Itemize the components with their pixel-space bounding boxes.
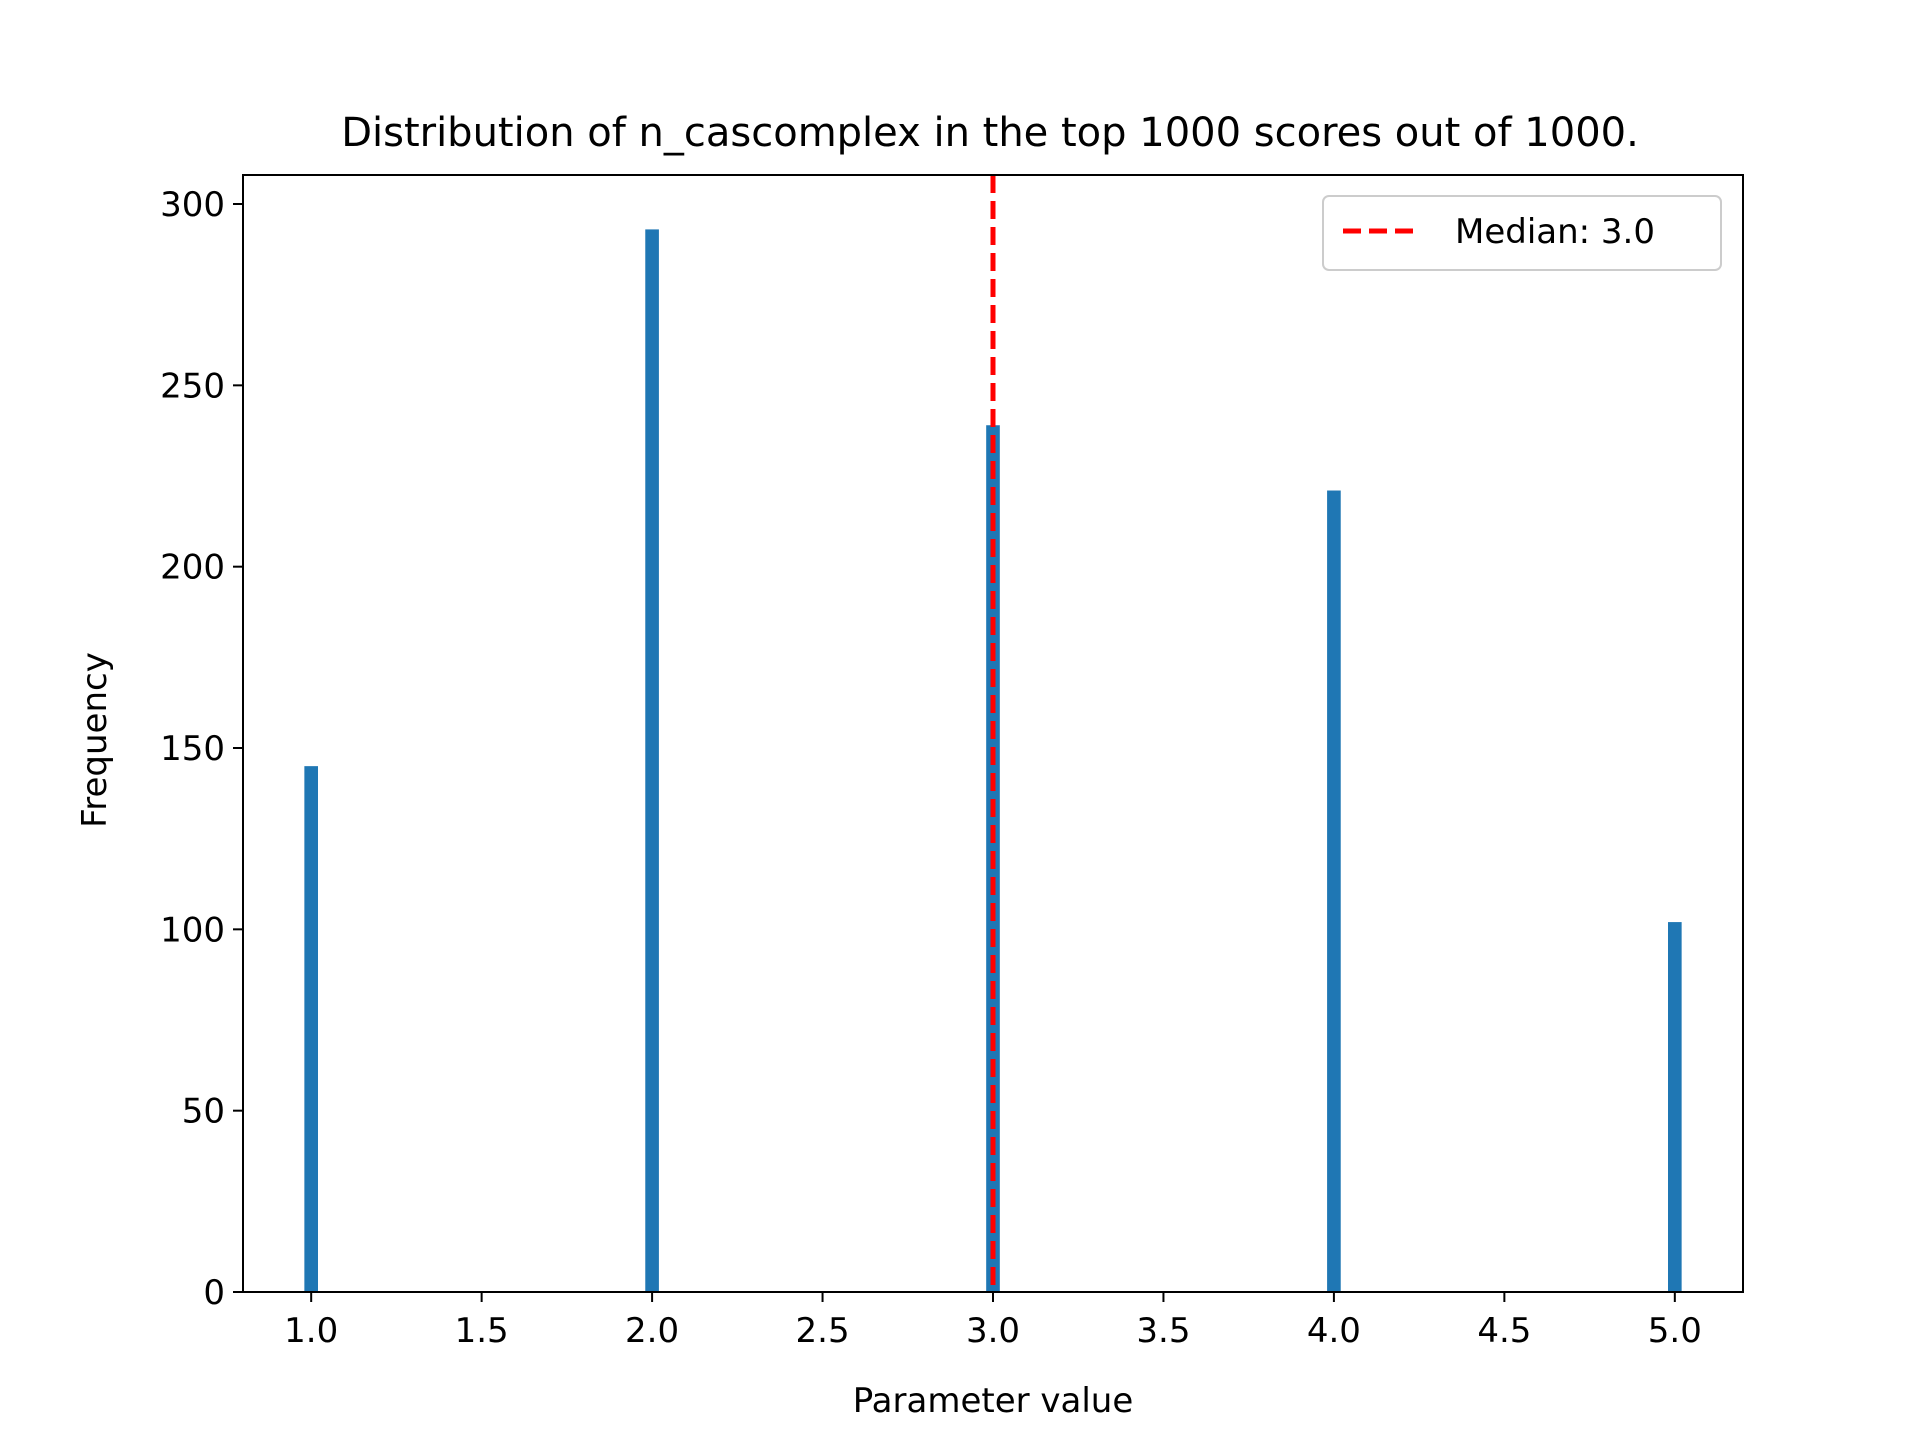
x-axis-label: Parameter value bbox=[853, 1381, 1134, 1421]
bar-3 bbox=[1327, 490, 1341, 1292]
y-axis-ticks: 0 50 100 150 200 250 300 bbox=[160, 185, 243, 1313]
x-tick-label: 3.0 bbox=[966, 1311, 1020, 1351]
x-tick-label: 4.5 bbox=[1477, 1311, 1531, 1351]
bar-4 bbox=[1668, 922, 1682, 1292]
x-tick-label: 3.5 bbox=[1136, 1311, 1190, 1351]
y-tick-label: 250 bbox=[160, 366, 225, 406]
legend: Median: 3.0 bbox=[1322, 195, 1722, 271]
x-tick-label: 2.5 bbox=[796, 1311, 850, 1351]
y-tick-label: 150 bbox=[160, 729, 225, 769]
x-tick-label: 2.0 bbox=[625, 1311, 679, 1351]
y-tick-label: 300 bbox=[160, 185, 225, 225]
y-tick-label: 100 bbox=[160, 910, 225, 950]
bar-0 bbox=[304, 766, 318, 1292]
legend-box bbox=[1322, 195, 1722, 271]
x-tick-label: 4.0 bbox=[1307, 1311, 1361, 1351]
y-tick-label: 200 bbox=[160, 548, 225, 588]
y-tick-label: 50 bbox=[182, 1092, 225, 1132]
x-tick-label: 5.0 bbox=[1648, 1311, 1702, 1351]
bar-1 bbox=[645, 229, 659, 1292]
x-tick-label: 1.5 bbox=[455, 1311, 509, 1351]
x-axis-ticks: 1.0 1.5 2.0 2.5 3.0 3.5 4.0 4.5 5.0 bbox=[284, 1292, 1702, 1351]
legend-label-median: Median: 3.0 bbox=[1455, 212, 1655, 252]
y-tick-label: 0 bbox=[203, 1273, 225, 1313]
x-tick-label: 1.0 bbox=[284, 1311, 338, 1351]
y-axis-label: Frequency bbox=[75, 652, 115, 828]
chart-title: Distribution of n_cascomplex in the top … bbox=[341, 110, 1639, 156]
bars-layer bbox=[304, 229, 1682, 1292]
